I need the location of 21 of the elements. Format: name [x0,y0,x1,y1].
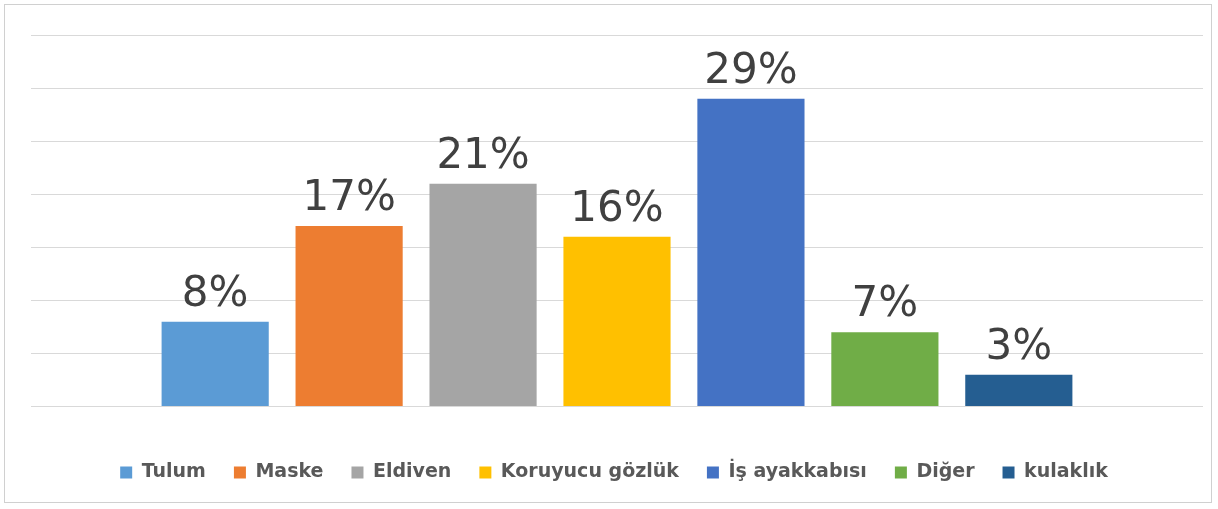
legend-label: İş ayakkabısı [728,458,867,482]
bar [965,374,1073,407]
legend-label: Diğer [916,459,976,482]
bar [161,321,269,407]
legend-label: kulaklık [1024,459,1109,482]
data-label: 21% [436,128,530,178]
bar [429,183,537,407]
bar [697,98,805,407]
legend-label: Eldiven [372,459,452,482]
data-label: 16% [570,181,664,231]
legend-label: Koruyucu gözlük [500,459,680,482]
legend-label: Maske [255,459,324,482]
bar [831,332,939,407]
data-label: 7% [851,277,919,327]
bar [563,236,671,407]
data-label: 29% [704,43,798,93]
legend-label: Tulum [141,459,206,482]
data-label: 17% [302,171,396,221]
bar [295,226,403,407]
data-label: 8% [181,266,249,316]
data-label: 3% [985,319,1053,369]
